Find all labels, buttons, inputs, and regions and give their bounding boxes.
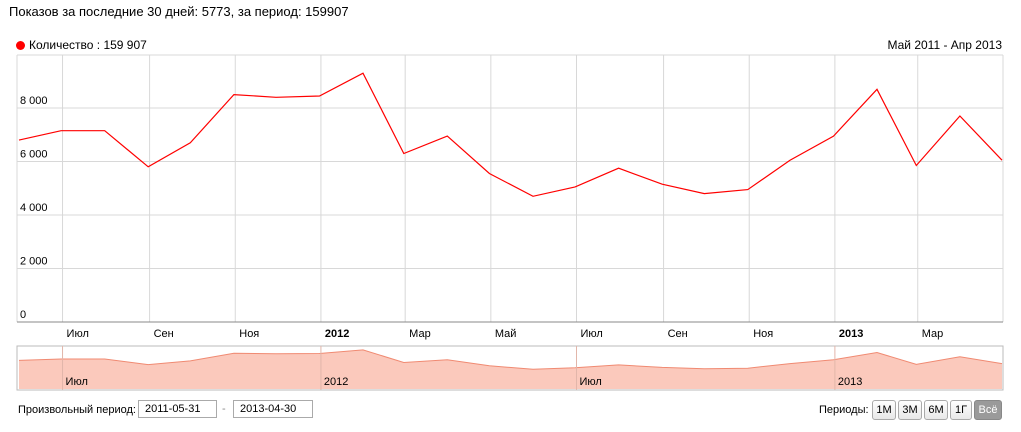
navigator-label: Июл: [66, 376, 88, 388]
navigator-label: Июл: [580, 376, 602, 388]
period-button-6m[interactable]: 6М: [924, 400, 948, 420]
period-button-1m[interactable]: 1М: [872, 400, 896, 420]
navigator-label: 2012: [324, 376, 348, 388]
y-tick-label: 4 000: [20, 202, 48, 214]
navigator-fill: [19, 349, 1002, 389]
period-button-1y[interactable]: 1Г: [950, 400, 972, 420]
y-axis: 0 2 000 4 000 6 000 8 000: [20, 95, 48, 321]
navigator-area: [16, 345, 1004, 391]
y-tick-label: 0: [20, 309, 26, 321]
date-dash: -: [222, 403, 226, 415]
x-tick-label: Ноя: [753, 328, 773, 340]
x-tick-label: 2013: [839, 328, 863, 340]
x-tick-label: Сен: [154, 328, 174, 340]
legend-label: Количество : 159 907: [29, 38, 147, 52]
legend[interactable]: Количество : 159 907: [16, 38, 147, 52]
date-to-input[interactable]: 2013-04-30: [233, 400, 313, 418]
series-line: [18, 72, 1003, 197]
series: [18, 72, 1003, 197]
range-label: Май 2011 - Апр 2013: [887, 38, 1002, 52]
period-button-3m[interactable]: 3М: [898, 400, 922, 420]
x-tick-label: Мар: [922, 328, 944, 340]
navigator-chart[interactable]: Июл 2012 Июл 2013: [0, 0, 1021, 395]
x-tick-label: 2012: [325, 328, 349, 340]
x-tick-label: Июл: [67, 328, 89, 340]
legend-dot-icon: [16, 40, 25, 50]
x-tick-label: Июл: [581, 328, 603, 340]
x-tick-label: Май: [495, 328, 517, 340]
period-button-all[interactable]: Всё: [974, 400, 1002, 420]
x-tick-label: Ноя: [239, 328, 259, 340]
navigator-line: [18, 349, 1003, 370]
x-tick-label: Сен: [668, 328, 688, 340]
y-tick-label: 2 000: [20, 256, 48, 268]
navigator-label: 2013: [838, 376, 862, 388]
periods-label: Периоды:: [819, 404, 869, 416]
x-axis: Июл Сен Ноя 2012 Мар Май Июл Сен Ноя 2013 Мар: [67, 328, 944, 340]
date-from-input[interactable]: 2011-05-31: [138, 400, 217, 418]
x-tick-label: Мар: [409, 328, 431, 340]
header-title: Показов за последние 30 дней: 5773, за п…: [9, 4, 349, 19]
y-tick-label: 8 000: [20, 95, 48, 107]
main-chart: 0 2 000 4 000 6 000 8 000 Июл Сен Ноя 2012 Мар Ма…: [16, 54, 1004, 340]
main-grid: [16, 54, 1004, 323]
navigator-labels: Июл 2012 Июл 2013: [62, 346, 862, 390]
custom-period-label: Произвольный период:: [18, 404, 136, 416]
controls-bar: Произвольный период: 2011-05-31 - 2013-0…: [0, 398, 1021, 424]
y-tick-label: 6 000: [20, 149, 48, 161]
